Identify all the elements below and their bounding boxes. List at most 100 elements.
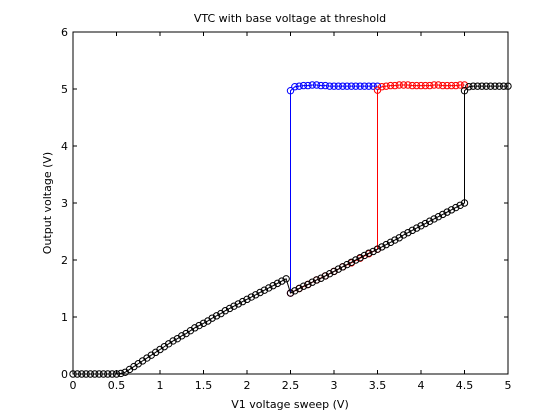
data-point: [334, 265, 343, 273]
data-point: [469, 82, 477, 90]
data-point: [408, 226, 416, 235]
data-point: [247, 293, 256, 301]
data-point: [486, 82, 495, 90]
data-point: [395, 81, 403, 89]
data-point: [295, 284, 303, 293]
data-point: [317, 274, 325, 282]
data-point: [412, 81, 421, 90]
data-point: [252, 291, 260, 299]
data-point: [317, 81, 325, 90]
data-point: [291, 83, 299, 91]
data-point: [330, 82, 338, 90]
data-point: [378, 243, 386, 251]
x-tick-label: 0.5: [108, 379, 126, 392]
y-tick-label: 1: [61, 311, 68, 324]
data-point: [456, 81, 464, 89]
data-point: [460, 199, 469, 207]
data-point: [456, 201, 464, 209]
data-point: [391, 81, 399, 90]
data-point: [426, 217, 434, 225]
data-point: [382, 240, 390, 249]
data-point: [434, 212, 443, 221]
data-point: [447, 206, 456, 214]
data-point: [221, 307, 229, 315]
data-point: [499, 82, 508, 90]
data-point: [386, 81, 395, 90]
data-point: [443, 81, 451, 90]
data-point: [117, 369, 125, 378]
data-point: [291, 287, 299, 295]
chart-title: VTC with base voltage at threshold: [194, 12, 386, 25]
data-point: [282, 275, 290, 283]
data-point: [421, 81, 430, 90]
data-point: [347, 258, 356, 266]
data-point: [360, 82, 369, 90]
data-point: [360, 251, 369, 260]
series-line: [290, 84, 378, 294]
data-point: [421, 219, 430, 228]
data-point: [399, 231, 408, 239]
data-point: [482, 82, 490, 90]
data-point: [365, 249, 373, 257]
data-point: [195, 321, 203, 330]
data-point: [452, 203, 460, 212]
data-point: [191, 324, 199, 332]
data-point: [299, 81, 308, 90]
data-point: [369, 247, 377, 256]
data-point: [412, 224, 421, 232]
data-point: [169, 337, 177, 345]
data-point: [373, 82, 382, 90]
series-layer: [69, 81, 512, 378]
data-point: [473, 82, 482, 90]
data-point: [325, 269, 334, 278]
data-point: [460, 87, 469, 95]
data-point: [434, 81, 443, 89]
data-point: [304, 280, 312, 289]
data-point: [430, 215, 438, 223]
y-axis-label: Output voltage (V): [41, 152, 54, 254]
data-point: [299, 282, 308, 290]
data-point: [356, 254, 364, 262]
data-point: [308, 278, 316, 286]
data-point: [404, 228, 412, 237]
data-point: [265, 284, 273, 292]
x-tick-label: 0: [70, 379, 77, 392]
data-point: [286, 289, 295, 297]
data-point: [386, 238, 395, 247]
data-point: [378, 83, 386, 91]
data-point: [234, 300, 243, 308]
x-tick-label: 2.5: [282, 379, 300, 392]
x-tick-label: 3.5: [369, 379, 387, 392]
data-point: [404, 81, 412, 89]
data-point: [352, 256, 360, 264]
data-point: [352, 82, 360, 90]
y-tick-label: 3: [61, 197, 68, 210]
data-point: [212, 312, 221, 320]
data-point: [447, 81, 456, 90]
data-point: [439, 81, 447, 90]
data-point: [321, 81, 329, 90]
data-point: [178, 332, 186, 340]
data-point: [408, 81, 416, 90]
data-point: [304, 81, 312, 90]
data-point: [339, 263, 347, 271]
data-point: [243, 295, 251, 304]
data-point: [491, 82, 499, 90]
data-point: [273, 279, 282, 288]
data-point: [312, 276, 321, 284]
x-tick-label: 1: [157, 379, 164, 392]
x-tick-label: 5: [505, 379, 512, 392]
data-point: [443, 208, 451, 216]
y-tick-label: 6: [61, 26, 68, 39]
x-tick-label: 1.5: [195, 379, 213, 392]
data-point: [312, 81, 321, 89]
data-point: [356, 82, 364, 90]
data-point: [278, 277, 286, 285]
x-tick-label: 4.5: [456, 379, 474, 392]
data-point: [230, 302, 238, 310]
y-tick-label: 2: [61, 254, 68, 267]
data-point: [343, 82, 351, 90]
data-point: [286, 87, 295, 95]
y-axis-ticks: 0 1 2 3 4 5 6: [61, 26, 508, 381]
